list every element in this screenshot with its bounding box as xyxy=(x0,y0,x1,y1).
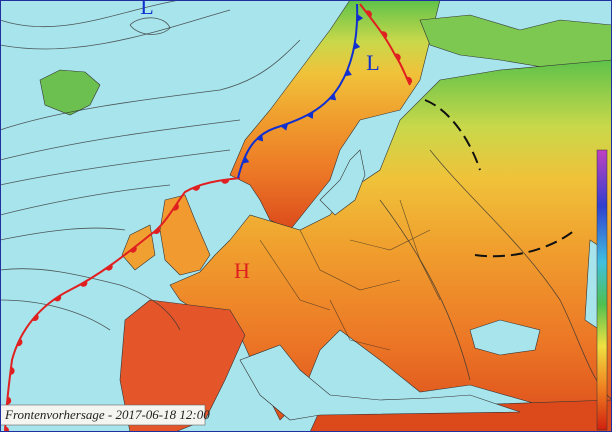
warm-front-semicircle xyxy=(6,396,12,405)
borders xyxy=(259,199,441,351)
warm-front-semicircle xyxy=(394,53,401,61)
warm-front-semicircle xyxy=(4,426,10,432)
warm-front-semicircle xyxy=(153,227,161,235)
warm-front-semicircle xyxy=(105,264,113,271)
inland-seas xyxy=(239,149,606,421)
cold-front-triangle xyxy=(256,134,264,142)
cold-front-triangle xyxy=(306,111,314,119)
warm-front-semicircle xyxy=(192,185,200,191)
cold-front-triangle xyxy=(344,68,352,77)
warm-front-semicircle xyxy=(129,246,137,253)
warm-front-semicircle xyxy=(221,179,230,184)
front-symbols xyxy=(4,10,413,432)
isobars xyxy=(0,0,612,401)
cold-front-triangle xyxy=(353,41,361,50)
warm-front-semicircle xyxy=(365,10,372,18)
cold-front xyxy=(237,3,359,179)
warm-front-semicircle xyxy=(10,366,15,375)
warm-front-semicircle xyxy=(406,76,413,85)
cold-front-triangle xyxy=(280,123,289,131)
troughs xyxy=(424,99,576,258)
caption-box xyxy=(0,404,206,426)
caption: Frontenvorhersage - 2017-06-18 12:00 xyxy=(4,407,210,422)
warm-front-semicircle xyxy=(79,280,88,287)
warm-front-semicircle xyxy=(172,203,179,211)
warm-front-semicircle xyxy=(32,314,39,322)
warm-front-semicircle xyxy=(53,295,62,302)
cold-front-triangle xyxy=(357,13,364,22)
cold-front-triangle xyxy=(329,93,337,101)
cold-front-triangle xyxy=(242,156,250,164)
low-pressure-label: L xyxy=(366,50,379,75)
warm-front-semicircle xyxy=(381,31,388,39)
low-pressure-label: L xyxy=(140,0,153,19)
high-pressure-label: H xyxy=(234,258,250,283)
warm-front-semicircle xyxy=(16,338,23,347)
color-scale xyxy=(596,149,608,431)
warm-front xyxy=(359,3,411,86)
